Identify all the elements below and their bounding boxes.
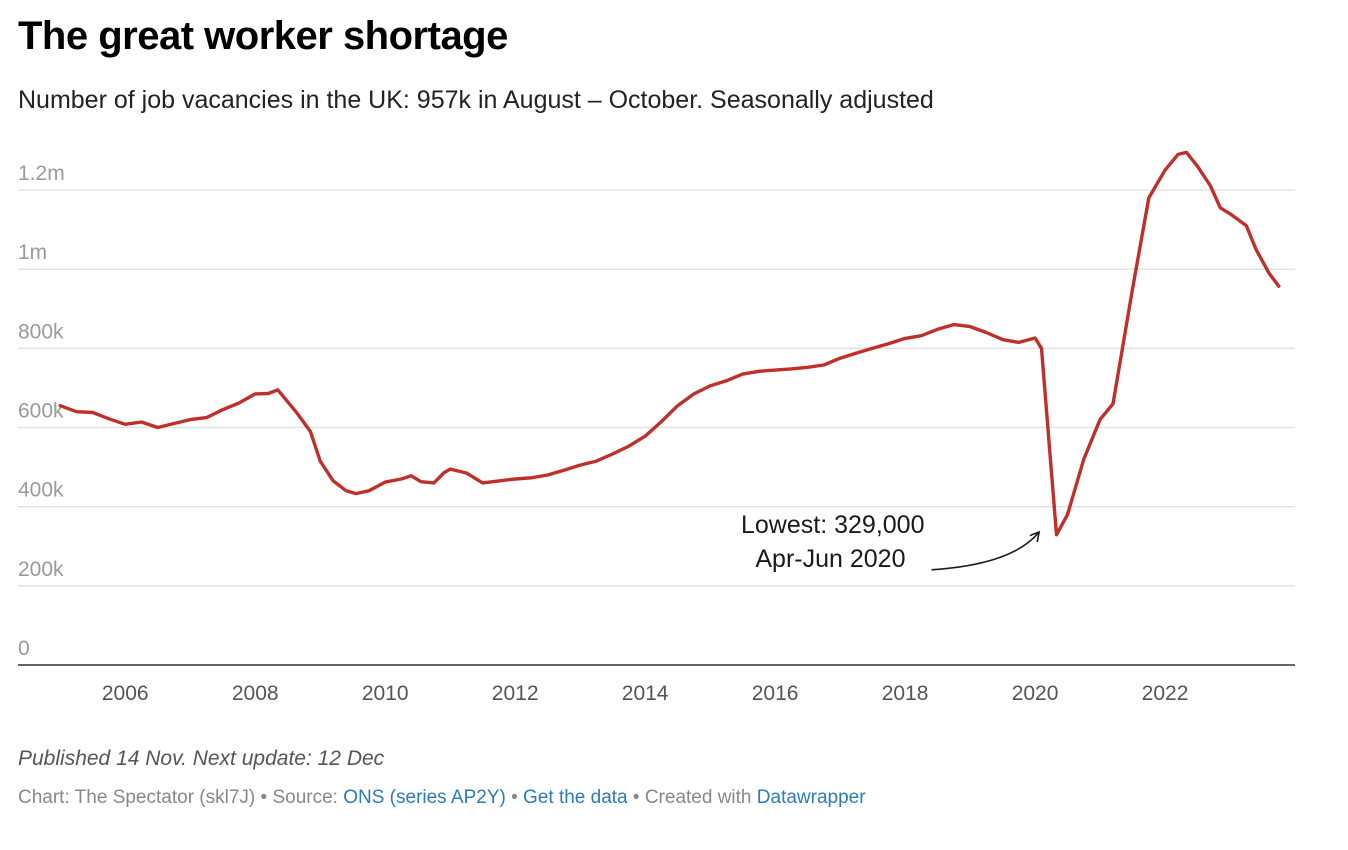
annotation-label-line1: Lowest: 329,000 [741,511,924,539]
created-with-text: • Created with [632,787,752,808]
y-tick-label: 800k [18,320,64,343]
chart-subtitle: Number of job vacancies in the UK: 957k … [18,86,934,114]
x-tick-label: 2010 [362,682,409,705]
separator: • [511,787,518,808]
x-tick-label: 2018 [882,682,929,705]
x-tick-label: 2022 [1142,682,1189,705]
x-tick-label: 2008 [232,682,279,705]
y-tick-label: 1m [18,241,47,264]
annotation-lowest: Lowest: 329,000 Apr-Jun 2020 [741,511,1038,573]
y-tick-label: 400k [18,479,64,502]
annotation-arrow-icon [931,533,1038,571]
annotation-label-line2: Apr-Jun 2020 [755,545,905,573]
y-tick-label: 200k [18,558,64,581]
gridlines [18,189,1295,587]
line-chart: 0 200k 400k 600k 800k 1m 1.2m 2006 2008 2010 2012… [18,150,1295,705]
x-axis: 2006 2008 2010 2012 2014 2016 2018 2020 2022 [102,682,1189,705]
x-tick-label: 2006 [102,682,149,705]
y-tick-label: 600k [18,400,64,423]
series-line-job-vacancies [58,150,1281,537]
x-tick-label: 2020 [1012,682,1059,705]
y-tick-label: 0 [18,637,30,660]
credit-text: Chart: The Spectator (skl7J) • [18,787,268,808]
datawrapper-link[interactable]: Datawrapper [756,787,866,808]
source-label: Source: [272,787,338,808]
published-note: Published 14 Nov. Next update: 12 Dec [18,747,385,770]
source-link[interactable]: ONS (series AP2Y) [343,787,506,808]
chart-title: The great worker shortage [18,14,508,58]
y-tick-label: 1.2m [18,162,65,185]
get-data-link[interactable]: Get the data [523,787,628,808]
chart-footer: Chart: The Spectator (skl7J) • Source: O… [18,787,866,809]
y-axis: 0 200k 400k 600k 800k 1m 1.2m [18,162,65,660]
x-tick-label: 2016 [752,682,799,705]
x-tick-label: 2014 [622,682,669,705]
x-tick-label: 2012 [492,682,539,705]
